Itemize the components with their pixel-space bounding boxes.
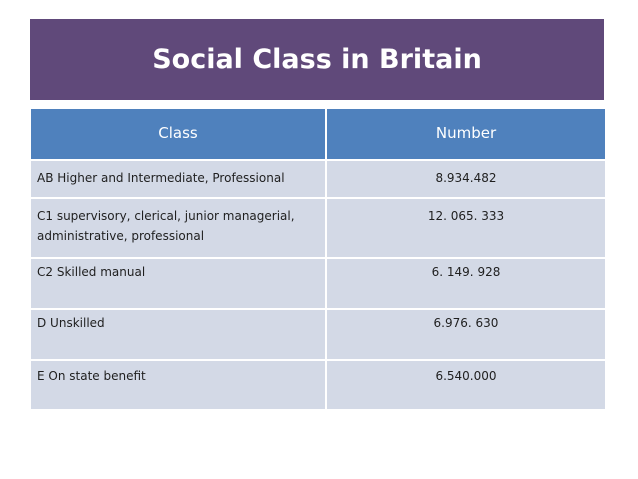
- class-cell: E On state benefit: [31, 361, 327, 409]
- table-row: AB Higher and Intermediate, Professional…: [31, 161, 605, 199]
- column-header-class: Class: [31, 109, 327, 159]
- number-cell: 8.934.482: [435, 171, 497, 185]
- class-cell: D Unskilled: [31, 310, 327, 359]
- table-row: E On state benefit 6.540.000: [31, 361, 605, 411]
- page-title: Social Class in Britain: [152, 44, 482, 75]
- class-cell: AB Higher and Intermediate, Professional: [31, 161, 327, 197]
- title-bar: Social Class in Britain: [30, 19, 604, 100]
- class-cell: C2 Skilled manual: [31, 259, 327, 308]
- table-row: C1 supervisory, clerical, junior manager…: [31, 199, 605, 259]
- table-row: C2 Skilled manual 6. 149. 928: [31, 259, 605, 310]
- number-cell: 6. 149. 928: [431, 265, 501, 279]
- column-header-number: Number: [435, 124, 497, 142]
- table-row: D Unskilled 6.976. 630: [31, 310, 605, 361]
- number-cell: 12. 065. 333: [427, 209, 505, 223]
- number-cell: 6.540.000: [435, 369, 497, 383]
- social-class-table: Class Number AB Higher and Intermediate,…: [31, 109, 605, 411]
- table-header-row: Class Number: [31, 109, 605, 161]
- number-cell: 6.976. 630: [433, 316, 499, 330]
- class-cell: C1 supervisory, clerical, junior manager…: [31, 199, 327, 257]
